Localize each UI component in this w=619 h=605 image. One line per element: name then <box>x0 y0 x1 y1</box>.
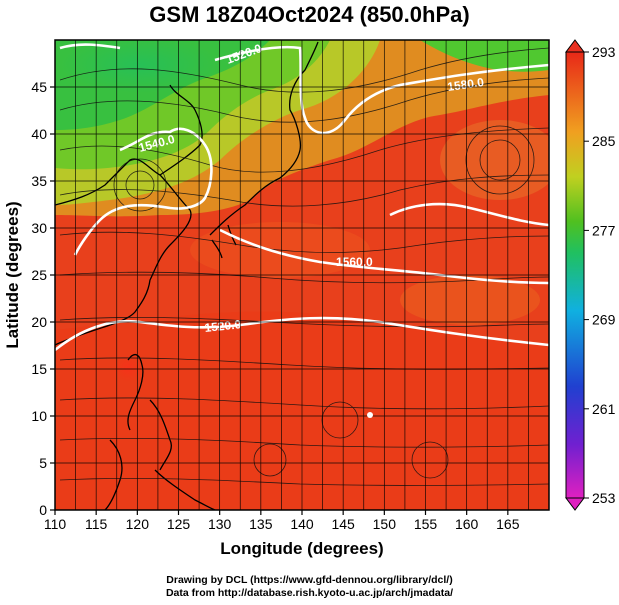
gridlines <box>55 40 549 510</box>
y-tick-label: 20 <box>31 314 47 330</box>
contour-label-5: 1580.0 <box>446 75 485 94</box>
x-tick-label: 160 <box>455 516 479 532</box>
credits: Drawing by DCL (https://www.gfd-dennou.o… <box>0 574 619 600</box>
y-tick-label: 15 <box>31 361 47 377</box>
colorbar-tick-label: 253 <box>592 490 616 506</box>
y-tick-label: 25 <box>31 267 47 283</box>
colorbar-top-arrow <box>565 39 585 53</box>
x-tick-label: 125 <box>167 516 191 532</box>
colorbar: 253 261 269 277 285 293 <box>565 39 616 511</box>
y-tick-label: 35 <box>31 173 47 189</box>
x-axis-title: Longitude (degrees) <box>220 539 383 558</box>
x-tick-label: 145 <box>331 516 355 532</box>
colorbar-ticks: 253 261 269 277 285 293 <box>584 44 616 506</box>
x-tick-label: 155 <box>414 516 438 532</box>
x-tick-label: 135 <box>249 516 273 532</box>
x-tick-label: 115 <box>85 516 108 532</box>
height-contours <box>55 43 549 352</box>
marker-dot <box>367 412 373 418</box>
x-tick-label: 120 <box>126 516 150 532</box>
x-tick-label: 150 <box>373 516 397 532</box>
y-tick-label: 45 <box>31 79 47 95</box>
colorbar-bar <box>565 51 585 499</box>
credit-line-2: Data from http://database.rish.kyoto-u.a… <box>165 587 454 599</box>
credit-line-1: Drawing by DCL (https://www.gfd-dennou.o… <box>166 574 453 586</box>
contour-label-3: 1560.0 <box>336 255 373 269</box>
x-tick-label: 130 <box>208 516 232 532</box>
x-tick-label: 165 <box>496 516 520 532</box>
y-axis-ticks: 0 5 10 15 20 25 30 35 40 45 <box>31 79 55 518</box>
colorbar-bottom-arrow <box>565 497 585 511</box>
y-axis-title: Latitude (degrees) <box>3 201 22 348</box>
x-tick-label: 140 <box>290 516 314 532</box>
contour-line-1 <box>59 43 121 50</box>
colorbar-tick-label: 269 <box>592 312 616 328</box>
colorbar-tick-label: 261 <box>592 401 616 417</box>
contour-line-3 <box>73 127 213 256</box>
y-tick-label: 5 <box>39 455 47 471</box>
x-axis-ticks: 110 115 120 125 130 135 140 145 150 155 160 165 <box>44 510 520 532</box>
y-tick-label: 30 <box>31 220 47 236</box>
colorbar-tick-label: 277 <box>592 222 616 238</box>
colorbar-tick-label: 293 <box>592 44 616 60</box>
contour-line-2 <box>214 45 549 135</box>
contour-line-4 <box>219 202 549 285</box>
y-tick-label: 40 <box>31 126 47 142</box>
contour-line-5 <box>55 316 549 352</box>
x-tick-label: 110 <box>44 516 67 532</box>
contour-label-4: 1520.0 <box>204 317 242 335</box>
colorbar-tick-label: 285 <box>592 133 616 149</box>
temperature-field <box>55 40 549 510</box>
y-tick-label: 10 <box>31 408 47 424</box>
map-title: GSM 18Z04Oct2024 (850.0hPa) <box>149 2 470 27</box>
y-tick-label: 0 <box>39 502 47 518</box>
